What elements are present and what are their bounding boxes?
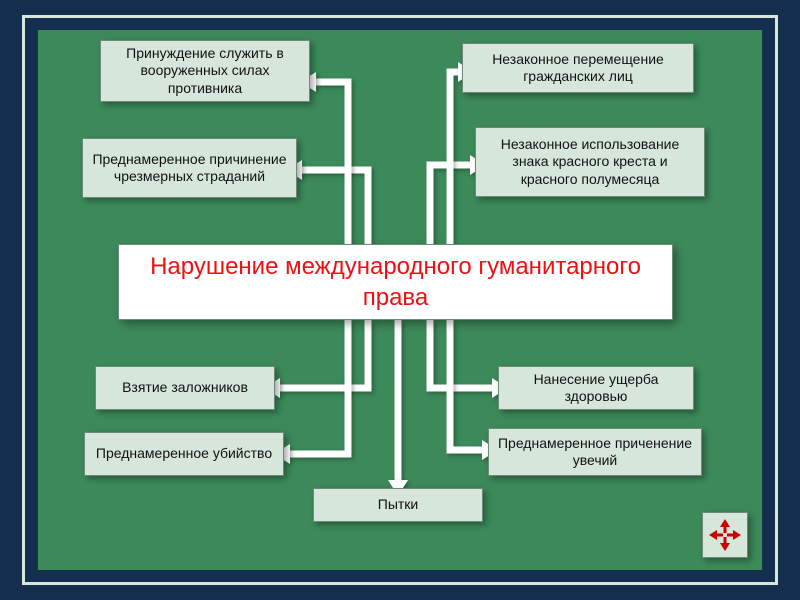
flow-node: Взятие заложников (95, 366, 275, 410)
nav-button[interactable] (702, 512, 748, 558)
flow-node: Нанесение ущерба здоровью (498, 366, 694, 410)
center-node: Нарушение международного гуманитарного п… (118, 244, 673, 320)
arrows-cross-icon (708, 518, 742, 552)
flow-node: Преднамеренное причинение чрезмерных стр… (82, 138, 297, 198)
diagram-panel: Принуждение служить в вооруженных силах … (38, 30, 762, 570)
flow-node-label: Преднамеренное приченение увечий (497, 435, 693, 470)
flow-node-label: Нанесение ущерба здоровью (507, 371, 685, 406)
flow-node: Пытки (313, 488, 483, 522)
flow-node: Незаконное перемещение гражданских лиц (462, 43, 694, 93)
flow-node: Незаконное использование знака красного … (475, 127, 705, 197)
flow-node: Принуждение служить в вооруженных силах … (100, 40, 310, 102)
center-node-label: Нарушение международного гуманитарного п… (139, 251, 652, 313)
flow-node-label: Незаконное использование знака красного … (484, 136, 696, 189)
flow-node-label: Взятие заложников (122, 379, 248, 397)
flow-node: Преднамеренное приченение увечий (488, 428, 702, 476)
flow-node-label: Принуждение служить в вооруженных силах … (109, 45, 301, 98)
flow-node-label: Незаконное перемещение гражданских лиц (471, 51, 685, 86)
flow-node-label: Преднамеренное убийство (96, 445, 272, 463)
flow-node-label: Преднамеренное причинение чрезмерных стр… (91, 151, 288, 186)
flow-node: Преднамеренное убийство (84, 432, 284, 476)
flow-node-label: Пытки (378, 496, 418, 514)
slide-background: Принуждение служить в вооруженных силах … (0, 0, 800, 600)
